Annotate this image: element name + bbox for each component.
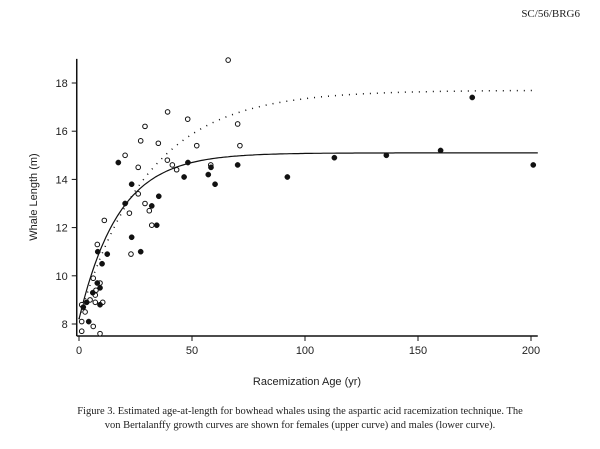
female-point (135, 191, 142, 197)
male-point (155, 193, 162, 200)
female-point (101, 217, 108, 224)
male-point (208, 164, 214, 171)
female-point (126, 210, 133, 216)
female-point (142, 200, 148, 207)
growth-curves (78, 89, 538, 320)
female-point (155, 140, 162, 147)
female-point (78, 318, 85, 325)
data-points (78, 57, 537, 337)
male-point (234, 162, 241, 168)
female-point (169, 162, 176, 168)
y-tick-label: 18 (55, 78, 67, 90)
male-point (530, 162, 537, 168)
female-point (173, 166, 180, 173)
female-point (164, 157, 171, 163)
female-point (146, 207, 153, 214)
male-point (122, 200, 128, 207)
female-point (92, 299, 99, 306)
female-point (137, 138, 144, 144)
male-point (128, 234, 135, 241)
female-point (142, 123, 148, 130)
male-point (115, 159, 122, 166)
male-point (104, 251, 111, 257)
male-point (284, 174, 291, 180)
y-tick-label: 10 (55, 271, 67, 283)
female-point (184, 116, 191, 122)
male-point (153, 222, 160, 229)
male-point (89, 289, 96, 296)
y-tick-label: 8 (62, 319, 68, 331)
x-tick-label: 150 (409, 345, 427, 357)
male-point (94, 248, 101, 255)
female-point (90, 323, 97, 330)
figure-caption: Figure 3. Estimated age-at-length for bo… (0, 405, 600, 433)
y-tick-label: 14 (55, 174, 67, 186)
male-point (148, 203, 155, 209)
male-point (80, 304, 87, 310)
female-point (97, 330, 103, 337)
male-point (97, 301, 103, 308)
female-point (90, 275, 97, 282)
x-axis-label: Racemization Age (yr) (253, 376, 361, 388)
caption-line-2: von Bertalanffy growth curves are shown … (104, 420, 496, 431)
axes: 0 50 100 150 200 8 10 12 14 16 18 (55, 58, 540, 357)
male-point (205, 171, 212, 178)
female-growth-curve (78, 89, 538, 320)
female-point (78, 328, 85, 335)
male-point (85, 318, 92, 325)
y-tick-label: 16 (55, 126, 67, 138)
female-point (122, 152, 128, 159)
female-point (135, 164, 142, 171)
female-point (128, 251, 134, 257)
y-tick-label: 12 (55, 223, 67, 235)
female-point (237, 142, 243, 149)
caption-line-1: Figure 3. Estimated age-at-length for bo… (77, 406, 523, 417)
female-point (225, 57, 231, 63)
male-point (437, 147, 444, 154)
male-point (99, 260, 105, 267)
x-tick-label: 0 (76, 345, 82, 357)
female-point (193, 142, 200, 149)
male-point (128, 181, 135, 188)
male-point (97, 285, 103, 291)
y-axis-label: Whale Length (m) (28, 153, 40, 240)
male-point (185, 159, 191, 166)
male-growth-curve (78, 152, 538, 320)
male-point (469, 94, 476, 101)
female-point (82, 309, 88, 315)
male-point (181, 174, 187, 180)
female-point (164, 109, 171, 115)
male-point (94, 280, 101, 286)
male-point (331, 154, 338, 161)
male-point (383, 152, 390, 159)
male-point (212, 181, 218, 188)
x-tick-label: 100 (296, 345, 314, 357)
male-point (137, 248, 144, 255)
x-tick-label: 50 (186, 345, 198, 357)
male-point (83, 299, 90, 306)
female-point (94, 241, 101, 248)
female-point (148, 222, 155, 228)
x-tick-label: 200 (522, 345, 540, 357)
female-point (234, 121, 241, 127)
document-id: SC/56/BRG6 (521, 8, 580, 20)
